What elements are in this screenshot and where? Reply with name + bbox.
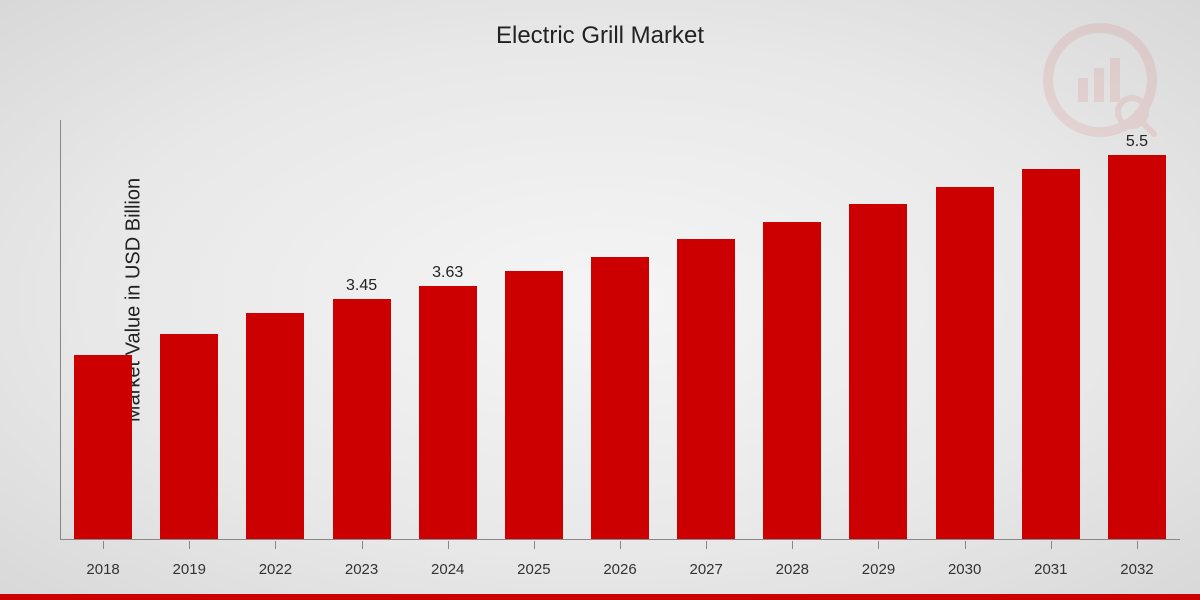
bar (1108, 155, 1166, 540)
x-tick-label: 2019 (146, 561, 232, 578)
x-tick-label: 2018 (60, 561, 146, 578)
x-tick-label: 2032 (1094, 561, 1180, 578)
x-tick-label: 2025 (491, 561, 577, 578)
bar (419, 286, 477, 540)
x-axis-ticks: 2018201920222023202420252026202720282029… (60, 561, 1180, 578)
bar (246, 313, 304, 541)
chart-title: Electric Grill Market (496, 22, 704, 50)
bar-wrap (749, 120, 835, 540)
bar-wrap (577, 120, 663, 540)
bar (333, 299, 391, 541)
bar-value-label: 5.5 (1126, 133, 1148, 151)
bar-wrap: 3.63 (405, 120, 491, 540)
bar (677, 239, 735, 540)
x-tick-label: 2024 (405, 561, 491, 578)
bar-wrap (1008, 120, 1094, 540)
bar-wrap (491, 120, 577, 540)
bar-wrap (663, 120, 749, 540)
bar-wrap (146, 120, 232, 540)
plot-area: 3.45 3.63 5.5 (60, 120, 1180, 540)
x-tick-label: 2030 (922, 561, 1008, 578)
bar-wrap: 3.45 (318, 120, 404, 540)
x-tick-label: 2026 (577, 561, 663, 578)
x-tick-label: 2028 (749, 561, 835, 578)
x-tick-label: 2022 (232, 561, 318, 578)
bar (74, 355, 132, 541)
bar-wrap (922, 120, 1008, 540)
x-tick-label: 2029 (835, 561, 921, 578)
x-tick-label: 2027 (663, 561, 749, 578)
bar-wrap (835, 120, 921, 540)
bar (505, 271, 563, 540)
bar-value-label: 3.63 (432, 264, 463, 282)
bar (936, 187, 994, 541)
bar-wrap: 5.5 (1094, 120, 1180, 540)
bars-container: 3.45 3.63 5.5 (60, 120, 1180, 540)
bar (1022, 169, 1080, 540)
x-axis-line (60, 539, 1180, 540)
bottom-accent-stripe (0, 594, 1200, 600)
bar (160, 334, 218, 541)
bar-value-label: 3.45 (346, 277, 377, 295)
x-tick-label: 2023 (318, 561, 404, 578)
x-tick-label: 2031 (1008, 561, 1094, 578)
bar (849, 204, 907, 540)
bar-wrap (232, 120, 318, 540)
bar-wrap (60, 120, 146, 540)
bar (763, 222, 821, 541)
bar (591, 257, 649, 541)
